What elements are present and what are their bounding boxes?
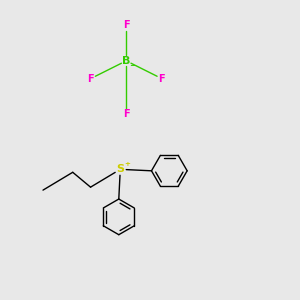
Text: F: F	[123, 109, 130, 119]
Text: S: S	[116, 164, 124, 174]
Text: F: F	[123, 20, 130, 30]
Text: +: +	[124, 161, 130, 167]
Text: −: −	[129, 61, 136, 70]
Text: B: B	[122, 56, 130, 66]
Text: F: F	[159, 74, 165, 84]
Text: F: F	[87, 74, 94, 84]
